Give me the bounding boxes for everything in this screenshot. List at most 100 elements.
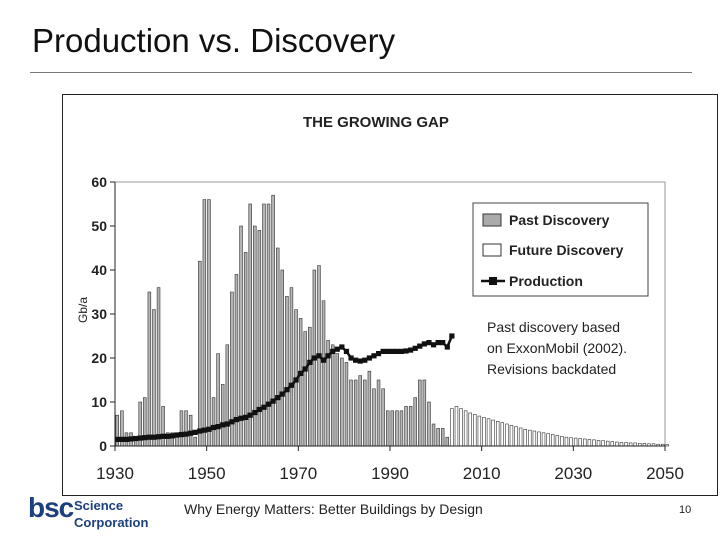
future-discovery-bar [601, 440, 605, 447]
future-discovery-bar [592, 439, 596, 447]
production-point [435, 340, 441, 346]
production-point [288, 382, 295, 388]
production-point [362, 357, 368, 363]
production-point [114, 436, 120, 442]
logo-mark: bsc [28, 492, 74, 523]
future-discovery-bar [450, 408, 454, 447]
past-discovery-bar [303, 331, 307, 447]
y-tick-label: 60 [91, 174, 107, 190]
production-point [307, 359, 313, 365]
production-point [128, 436, 134, 442]
future-discovery-bar [518, 427, 523, 447]
future-discovery-bar [578, 438, 582, 447]
production-point [243, 414, 249, 420]
production-point [320, 357, 327, 363]
past-discovery-bar [390, 410, 395, 447]
legend-swatch-past [482, 213, 502, 227]
production-point [265, 401, 272, 407]
past-discovery-bars [115, 194, 450, 447]
past-discovery-bar [358, 375, 362, 447]
past-discovery-bar [422, 379, 427, 447]
production-point [412, 345, 418, 351]
past-discovery-bar [202, 199, 207, 447]
x-tick-label: 2010 [463, 464, 501, 483]
production-point [137, 435, 143, 441]
production-point [178, 431, 185, 438]
past-discovery-bar [363, 379, 367, 447]
company-logo: bsc Science Corporation [28, 486, 158, 534]
production-point [357, 358, 363, 364]
past-discovery-bar [353, 379, 358, 447]
production-point [385, 348, 391, 354]
production-point [449, 333, 455, 339]
past-discovery-bar [271, 194, 275, 447]
future-discovery-bar [500, 422, 505, 447]
x-tick-label: 2050 [646, 464, 684, 483]
y-tick-label: 20 [91, 350, 107, 366]
past-discovery-bar [184, 410, 188, 447]
production-point [389, 348, 395, 354]
production-point [398, 348, 405, 354]
production-point [155, 434, 162, 440]
past-discovery-bar [193, 436, 197, 447]
production-point [151, 434, 157, 440]
past-discovery-bar [152, 309, 156, 447]
logo-line-1: Science [74, 498, 124, 513]
future-discovery-bar [605, 440, 610, 447]
production-point [380, 348, 386, 354]
past-discovery-bar [340, 357, 344, 447]
production-point [123, 436, 130, 442]
past-discovery-bar [188, 414, 193, 447]
x-tick-label: 1950 [188, 464, 226, 483]
legend-label-production: Production [509, 273, 583, 289]
future-discovery-bar [615, 441, 619, 447]
y-tick-label: 30 [91, 306, 107, 322]
future-discovery-bar [541, 432, 546, 447]
logo-line-2: Corporation [74, 515, 149, 530]
past-discovery-bar [399, 410, 404, 447]
production-point [119, 436, 125, 442]
future-discovery-bar [583, 438, 587, 447]
past-discovery-bar [408, 406, 413, 447]
future-discovery-bar [619, 442, 624, 447]
past-discovery-bar [211, 397, 216, 447]
production-point [298, 370, 304, 376]
production-point [403, 348, 409, 354]
production-point [197, 428, 203, 434]
past-discovery-bar [156, 287, 161, 447]
past-discovery-bar [239, 225, 243, 447]
past-discovery-bar [431, 423, 436, 447]
legend-marker-production [489, 277, 497, 285]
future-discovery-bar [537, 431, 541, 447]
future-discovery-bar [477, 415, 482, 447]
future-discovery-bar [573, 437, 578, 447]
future-discovery-bar [624, 442, 628, 447]
production-point [252, 409, 258, 416]
future-discovery-bar [665, 444, 670, 447]
production-point [220, 422, 226, 428]
past-discovery-bar [216, 353, 220, 447]
past-discovery-bar [413, 397, 417, 447]
page-number: 10 [679, 504, 692, 516]
production-point [339, 344, 345, 350]
x-tick-label: 1990 [371, 464, 409, 483]
past-discovery-bar [207, 199, 211, 447]
footer-text: Why Energy Matters: Better Buildings by … [184, 501, 483, 517]
production-point [256, 406, 262, 413]
production-point [311, 355, 317, 361]
production-point [160, 433, 166, 439]
future-discovery-bar [495, 421, 500, 447]
y-tick-label: 40 [91, 262, 107, 278]
future-discovery-bar [523, 428, 527, 447]
production-point [284, 387, 290, 393]
production-point [142, 435, 148, 441]
future-discovery-bar [482, 417, 486, 447]
future-discovery-bar [546, 433, 550, 447]
production-point [146, 434, 152, 440]
future-discovery-bar [587, 439, 592, 447]
past-discovery-bar [376, 379, 381, 447]
past-discovery-bar [225, 344, 230, 447]
production-point [302, 366, 308, 372]
legend-swatch-future [482, 243, 502, 257]
production-point [348, 355, 354, 361]
